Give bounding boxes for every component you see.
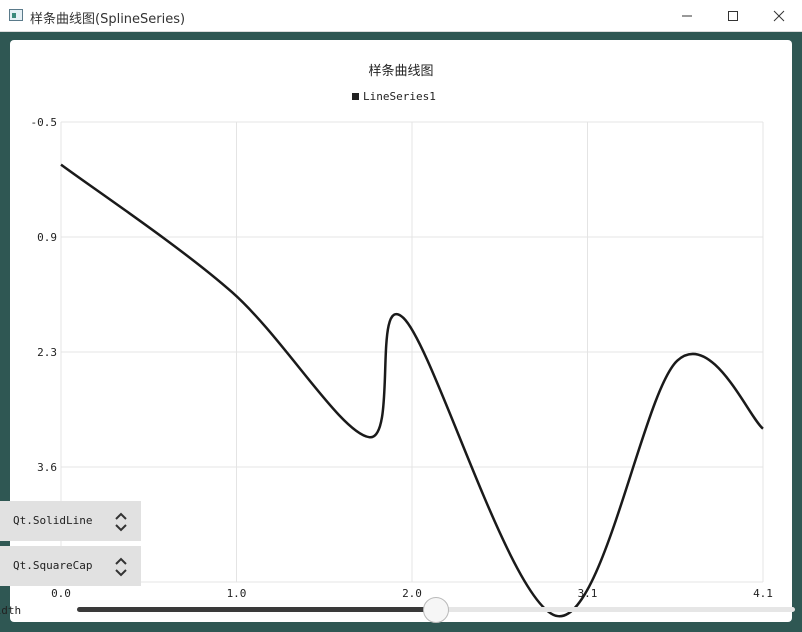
- maximize-button[interactable]: [710, 0, 756, 31]
- legend-swatch: [352, 92, 359, 100]
- width-slider-fill: [77, 607, 436, 612]
- title-bar: 样条曲线图(SplineSeries): [0, 0, 802, 32]
- app-icon: [9, 9, 23, 21]
- y-tick-label: 0.9: [37, 231, 57, 244]
- series-line: [60, 163, 764, 618]
- x-tick-label: 4.1: [753, 587, 773, 600]
- cap-style-combobox[interactable]: Qt.SquareCap: [0, 546, 141, 586]
- pen-style-combobox[interactable]: Qt.SolidLine: [0, 501, 141, 541]
- close-button[interactable]: [756, 0, 802, 31]
- x-tick-label: 0.0: [51, 587, 71, 600]
- cap-style-value: Qt.SquareCap: [13, 559, 93, 572]
- width-label-text: Width: [0, 604, 22, 617]
- y-tick-label: -0.5: [31, 116, 58, 129]
- maximize-icon: [728, 11, 738, 21]
- chart-legend: LineSeries1: [352, 89, 436, 103]
- width-slider-label: Width: [0, 604, 21, 617]
- window-title: 样条曲线图(SplineSeries): [30, 12, 186, 27]
- close-icon: [773, 10, 785, 22]
- legend-label: LineSeries1: [363, 89, 436, 103]
- x-tick-label: 1.0: [227, 587, 247, 600]
- x-tick-label: 2.0: [402, 587, 422, 600]
- pen-style-value: Qt.SolidLine: [13, 514, 93, 527]
- minimize-icon: [682, 15, 692, 17]
- up-down-chevron-icon: [115, 557, 127, 577]
- y-tick-label: 2.3: [37, 346, 57, 359]
- up-down-chevron-icon: [115, 512, 127, 532]
- width-slider-handle[interactable]: [423, 597, 449, 623]
- chart-title: 样条曲线图: [368, 64, 434, 79]
- minimize-button[interactable]: [664, 0, 710, 31]
- y-tick-label: 3.6: [37, 461, 57, 474]
